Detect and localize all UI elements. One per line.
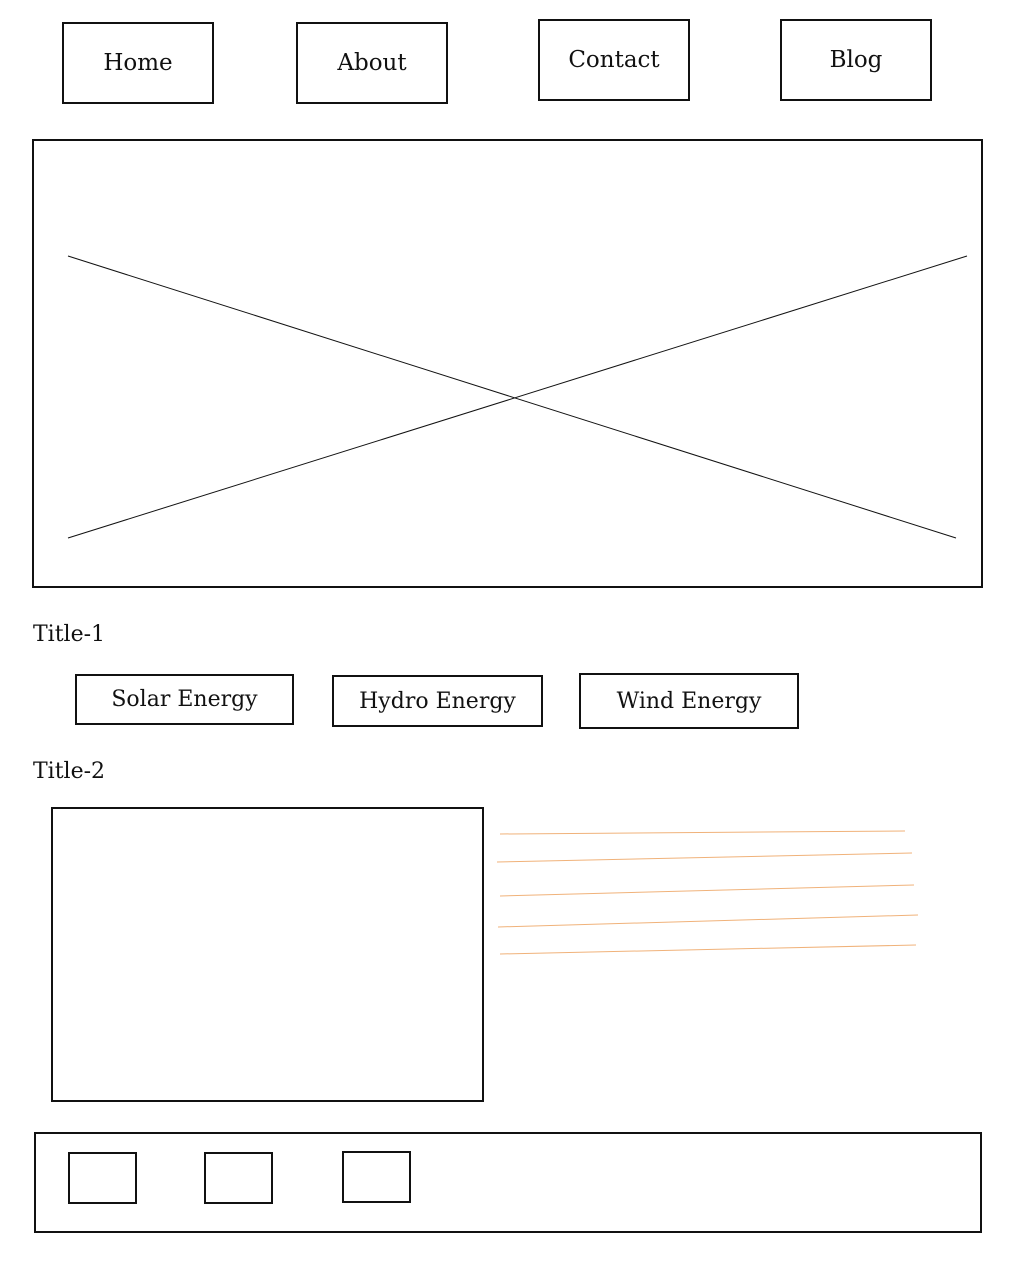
footer: [34, 1132, 982, 1233]
solar-energy-button[interactable]: Solar Energy: [75, 674, 294, 725]
section1-title: Title-1: [33, 622, 106, 647]
text-line: [499, 944, 917, 955]
footer-icon-3[interactable]: [342, 1151, 411, 1203]
text-line: [499, 884, 915, 897]
hydro-energy-label: Hydro Energy: [359, 688, 516, 714]
section2-image-placeholder: [51, 807, 484, 1102]
nav-blog-button[interactable]: Blog: [780, 19, 932, 101]
nav-home-label: Home: [103, 50, 173, 76]
nav-blog-label: Blog: [829, 47, 883, 73]
hydro-energy-button[interactable]: Hydro Energy: [332, 675, 543, 727]
solar-energy-label: Solar Energy: [111, 687, 258, 712]
section2-title: Title-2: [33, 759, 106, 784]
nav-about-label: About: [337, 50, 407, 76]
hero-image-placeholder: [32, 139, 983, 588]
wind-energy-button[interactable]: Wind Energy: [579, 673, 799, 729]
wind-energy-label: Wind Energy: [616, 688, 762, 714]
nav-home-button[interactable]: Home: [62, 22, 214, 104]
text-line: [499, 830, 906, 835]
text-line: [497, 914, 919, 928]
nav-about-button[interactable]: About: [296, 22, 448, 104]
nav-contact-label: Contact: [568, 47, 660, 73]
nav-contact-button[interactable]: Contact: [538, 19, 690, 101]
footer-icon-1[interactable]: [68, 1152, 137, 1204]
text-line: [496, 852, 913, 863]
footer-icon-2[interactable]: [204, 1152, 273, 1204]
